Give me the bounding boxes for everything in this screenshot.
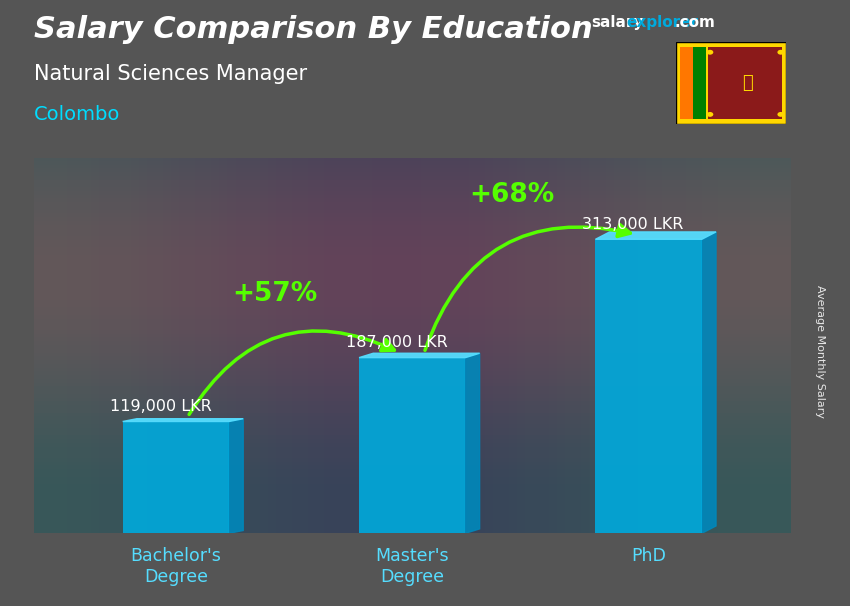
Polygon shape — [359, 353, 479, 358]
Text: explorer: explorer — [626, 15, 699, 30]
Bar — [706, 47, 708, 119]
Text: 187,000 LKR: 187,000 LKR — [346, 335, 448, 350]
Text: Natural Sciences Manager: Natural Sciences Manager — [34, 64, 307, 84]
Text: salary: salary — [591, 15, 643, 30]
Text: +57%: +57% — [233, 281, 318, 307]
Text: .com: .com — [674, 15, 715, 30]
Text: 313,000 LKR: 313,000 LKR — [582, 217, 684, 231]
Circle shape — [706, 112, 713, 117]
Text: 🦁: 🦁 — [742, 75, 753, 92]
Bar — [122, 422, 229, 533]
Circle shape — [778, 112, 784, 117]
Bar — [359, 358, 466, 533]
Polygon shape — [122, 419, 243, 422]
Bar — [596, 239, 702, 533]
Text: Colombo: Colombo — [34, 105, 121, 124]
Polygon shape — [229, 419, 243, 533]
Polygon shape — [596, 232, 716, 239]
Bar — [693, 47, 706, 119]
Circle shape — [778, 50, 784, 55]
Polygon shape — [466, 353, 479, 533]
FancyBboxPatch shape — [676, 42, 786, 124]
Circle shape — [706, 50, 713, 55]
Text: 119,000 LKR: 119,000 LKR — [110, 399, 212, 414]
Text: +68%: +68% — [469, 182, 554, 208]
Polygon shape — [702, 232, 716, 533]
Bar — [680, 47, 693, 119]
Text: Salary Comparison By Education: Salary Comparison By Education — [34, 15, 592, 44]
Text: Average Monthly Salary: Average Monthly Salary — [815, 285, 825, 418]
Bar — [680, 47, 782, 119]
